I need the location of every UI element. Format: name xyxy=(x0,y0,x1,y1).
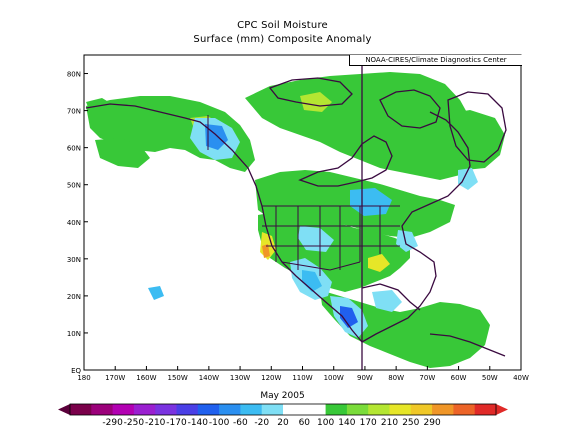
colorbar-swatch xyxy=(389,404,412,415)
colorbar-swatch xyxy=(219,404,241,415)
x-tick-label: 150W xyxy=(167,374,187,382)
chart-title: CPC Soil Moisture xyxy=(237,20,328,31)
x-tick-label: 90W xyxy=(357,374,373,382)
colorbar-label: -140 xyxy=(188,418,209,428)
anomaly-patch-dry-caribbean xyxy=(372,290,402,312)
x-tick-label: 80W xyxy=(388,374,404,382)
y-axis: EQ 10N 20N 30N 40N 50N 60N 70N 80N xyxy=(67,71,88,375)
credit-label: NOAA-CIRES/Climate Diagnostics Center xyxy=(349,55,522,66)
y-tick-label: 60N xyxy=(67,145,81,153)
anomaly-patch-bering xyxy=(95,138,150,168)
y-tick-label: 80N xyxy=(67,71,81,79)
x-tick-label: 40W xyxy=(513,374,529,382)
anomaly-field xyxy=(85,55,507,370)
anomaly-patch-dry-labrador xyxy=(458,168,478,190)
colorbar-swatch xyxy=(432,404,454,415)
colorbar-label: 290 xyxy=(424,418,441,428)
colorbar-swatch xyxy=(261,404,284,415)
date-label: May 2005 xyxy=(260,391,305,401)
anomaly-patch-dry-hawaii xyxy=(148,286,164,300)
y-tick-label: EQ xyxy=(71,367,81,375)
colorbar-label: 170 xyxy=(360,418,377,428)
colorbar-label: 210 xyxy=(381,418,398,428)
x-tick-label: 70W xyxy=(419,374,435,382)
anomaly-patch-lime xyxy=(300,92,332,112)
colorbar-swatch xyxy=(197,404,220,415)
x-tick-label: 170W xyxy=(105,374,125,382)
x-tick-label: 120W xyxy=(261,374,281,382)
colorbar-swatch xyxy=(368,404,390,415)
colorbar-label: -290 xyxy=(102,418,123,428)
x-tick-label: 110W xyxy=(292,374,312,382)
x-tick-label: 130W xyxy=(230,374,250,382)
x-tick-label: 180 xyxy=(77,374,90,382)
x-tick-label: 60W xyxy=(451,374,467,382)
anomaly-patch-greenland xyxy=(440,110,505,170)
y-tick-label: 70N xyxy=(67,108,81,116)
y-tick-label: 10N xyxy=(67,330,81,338)
colorbar-min-arrow xyxy=(58,404,70,415)
x-tick-label: 160W xyxy=(136,374,156,382)
colorbar-label: -20 xyxy=(254,418,269,428)
x-tick-label: 50W xyxy=(482,374,498,382)
anomaly-patch-yellow xyxy=(368,254,390,272)
colorbar-swatch xyxy=(283,404,305,415)
state-borders xyxy=(262,205,400,276)
colorbar-label: 250 xyxy=(402,418,419,428)
x-tick-label: 140W xyxy=(199,374,219,382)
colorbar-label: -100 xyxy=(209,418,230,428)
colorbar-swatch xyxy=(112,404,135,415)
colorbar-label: -210 xyxy=(145,418,166,428)
y-tick-label: 30N xyxy=(67,256,81,264)
colorbar-label: -250 xyxy=(124,418,145,428)
colorbar-swatch xyxy=(240,404,263,415)
chart-subtitle: Surface (mm) Composite Anomaly xyxy=(193,34,372,45)
colorbar-swatch xyxy=(346,404,369,415)
colorbar-label: 100 xyxy=(317,418,334,428)
colorbar-swatch xyxy=(410,404,433,415)
colorbar-label: -170 xyxy=(166,418,187,428)
y-tick-label: 40N xyxy=(67,219,81,227)
anomaly-patch-orange xyxy=(262,244,270,258)
y-tick-label: 20N xyxy=(67,293,81,301)
colorbar-swatch xyxy=(70,404,92,415)
colorbar-frame xyxy=(69,403,497,416)
y-tick-label: 50N xyxy=(67,182,81,190)
anomaly-patch-dry-central-america-core xyxy=(340,306,358,328)
colorbar-swatch xyxy=(155,404,177,415)
colorbar-label: 20 xyxy=(277,418,289,428)
colorbar-label: -60 xyxy=(233,418,248,428)
colorbar-label: 60 xyxy=(299,418,311,428)
colorbar-swatch xyxy=(176,404,199,415)
colorbar-label: 140 xyxy=(338,418,355,428)
colorbar-swatch xyxy=(325,404,348,415)
anomaly-patch-west-pacific xyxy=(86,98,112,116)
colorbar: -290 -250 -210 -170 -140 -100 -60 -20 20 60 100 140… xyxy=(58,403,508,428)
colorbar-swatch xyxy=(304,404,327,415)
x-axis: 180 170W 160W 150W 140W 130W 120W 110W 100W 90W 80… xyxy=(77,366,529,382)
coastlines xyxy=(85,77,507,357)
colorbar-max-arrow xyxy=(496,404,508,415)
colorbar-swatch xyxy=(133,404,156,415)
x-tick-label: 100W xyxy=(324,374,344,382)
colorbar-swatch xyxy=(474,404,497,415)
anomaly-patch-dry-mexico-core xyxy=(302,270,322,292)
colorbar-swatch xyxy=(91,404,114,415)
anomaly-patch-dry-east xyxy=(396,230,418,252)
colorbar-swatch xyxy=(453,404,476,415)
